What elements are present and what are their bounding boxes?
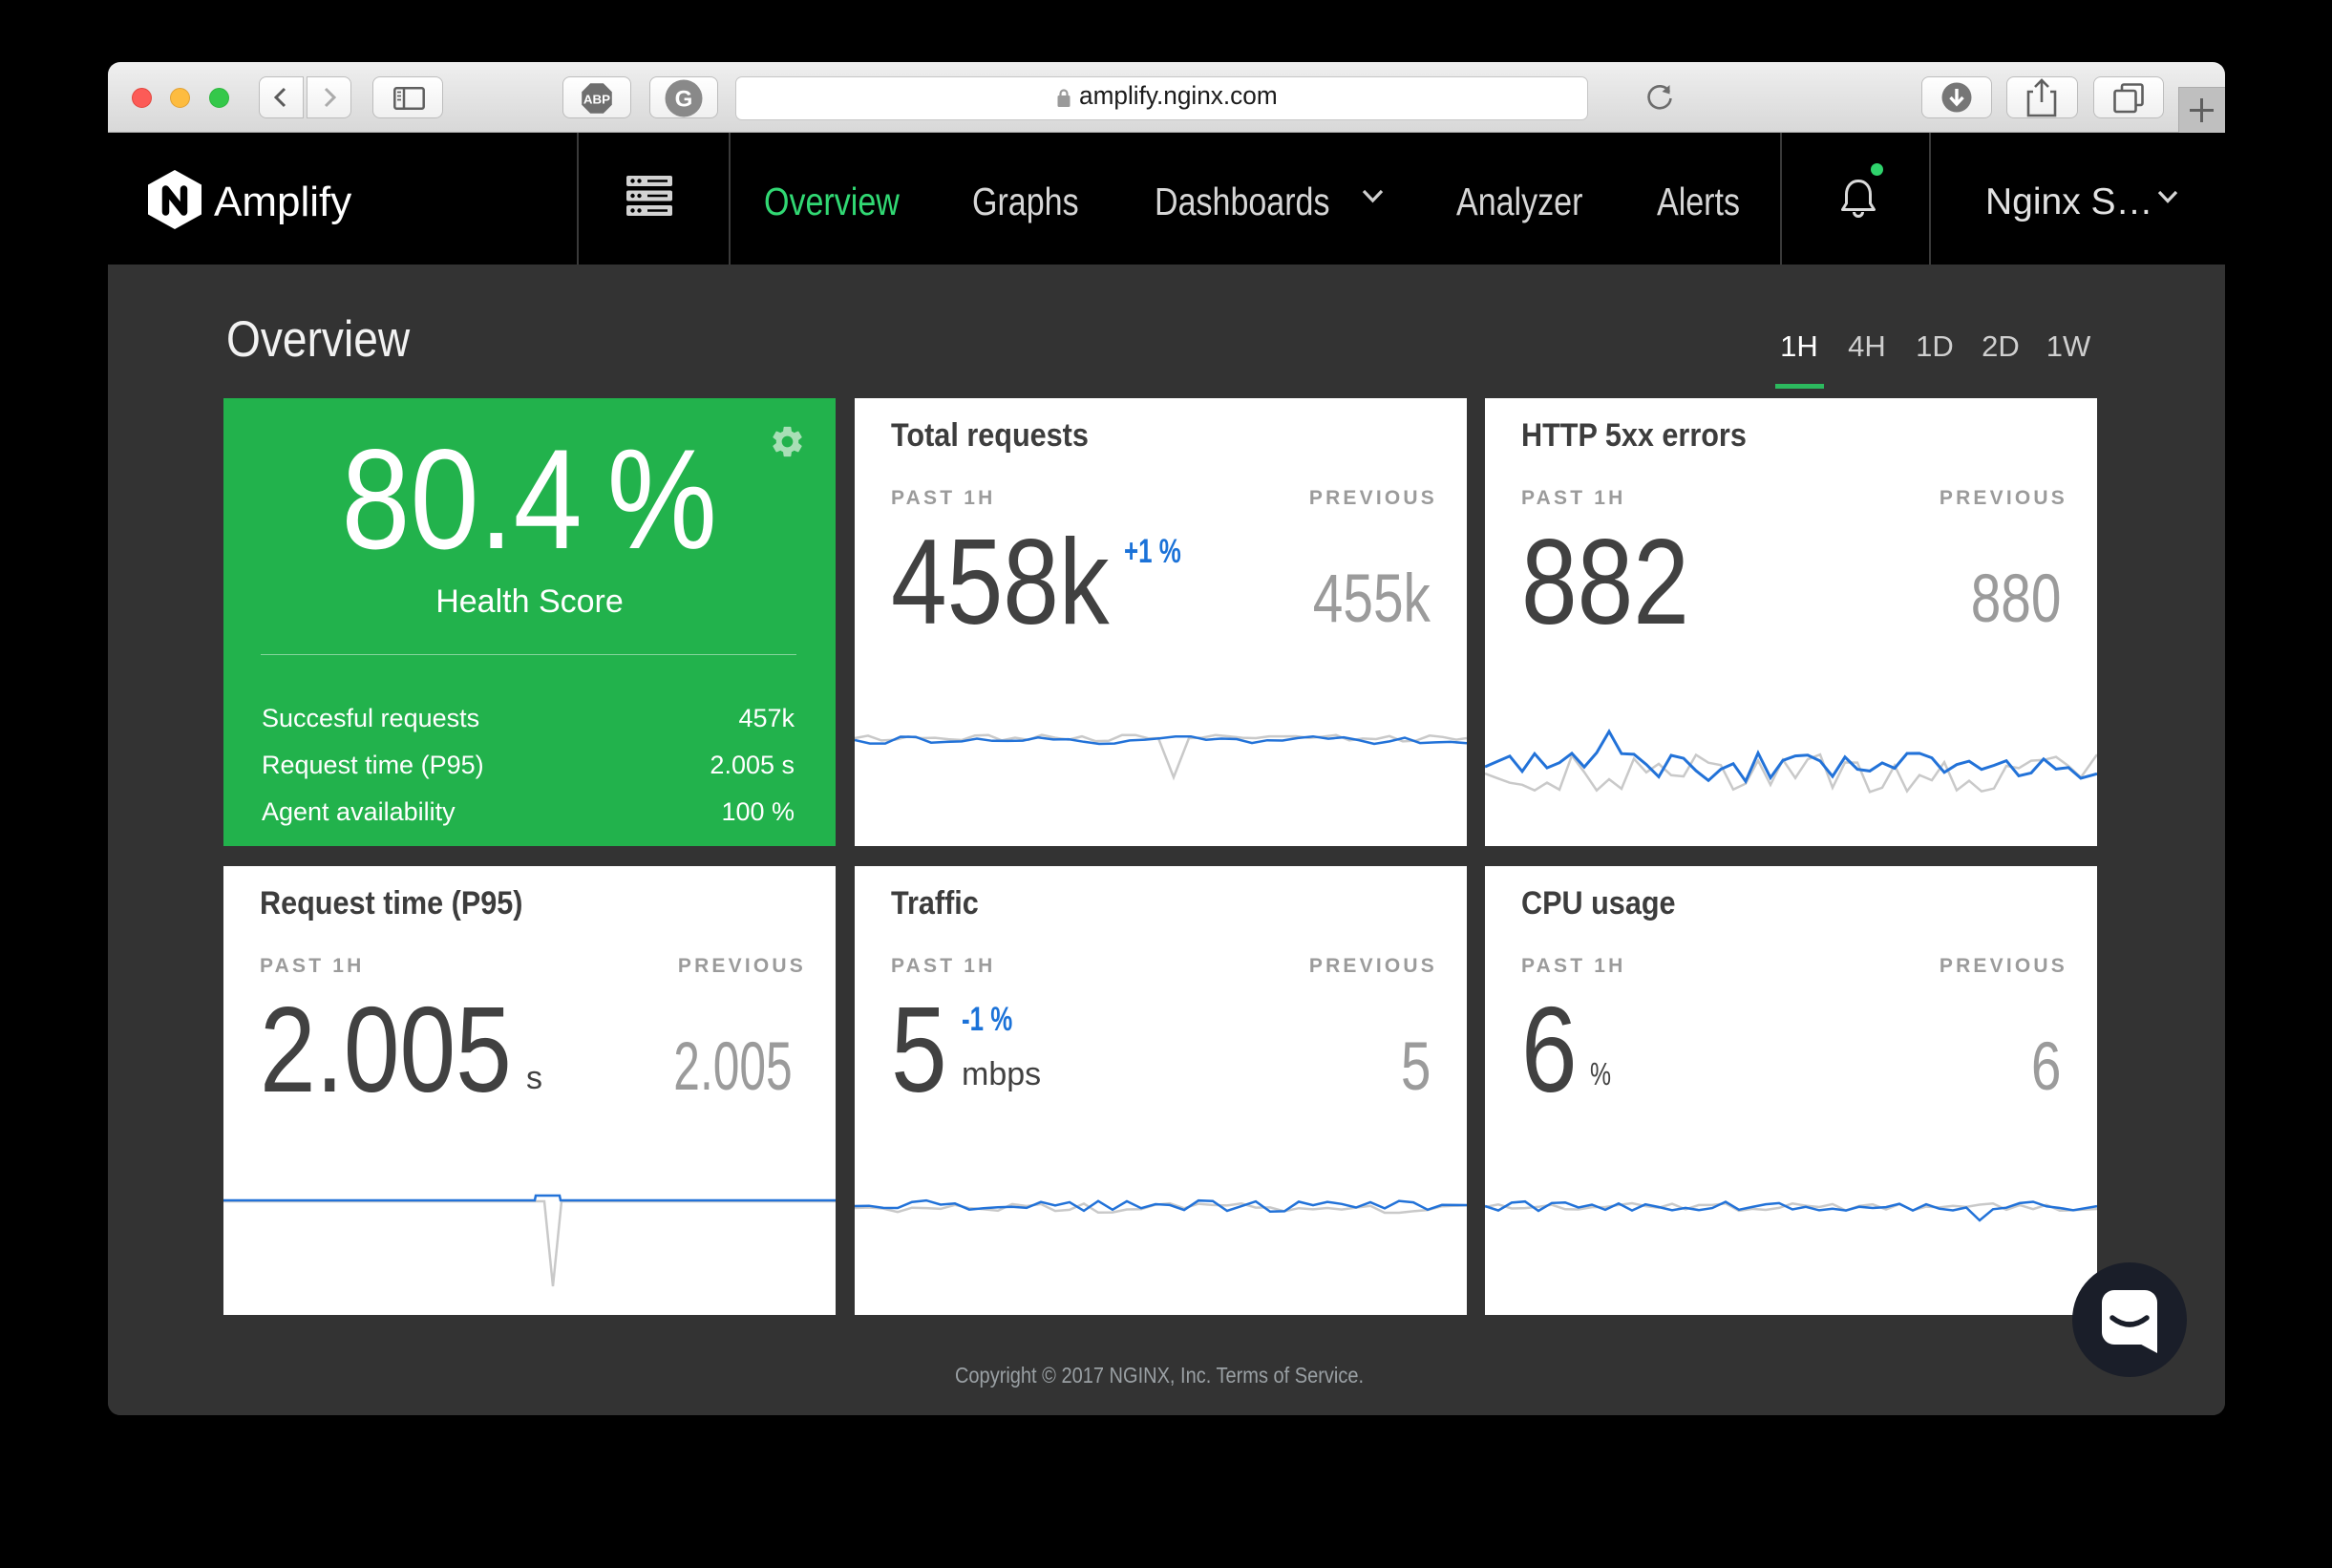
svg-text:G: G xyxy=(675,87,693,113)
svg-text:ABP: ABP xyxy=(583,92,610,106)
